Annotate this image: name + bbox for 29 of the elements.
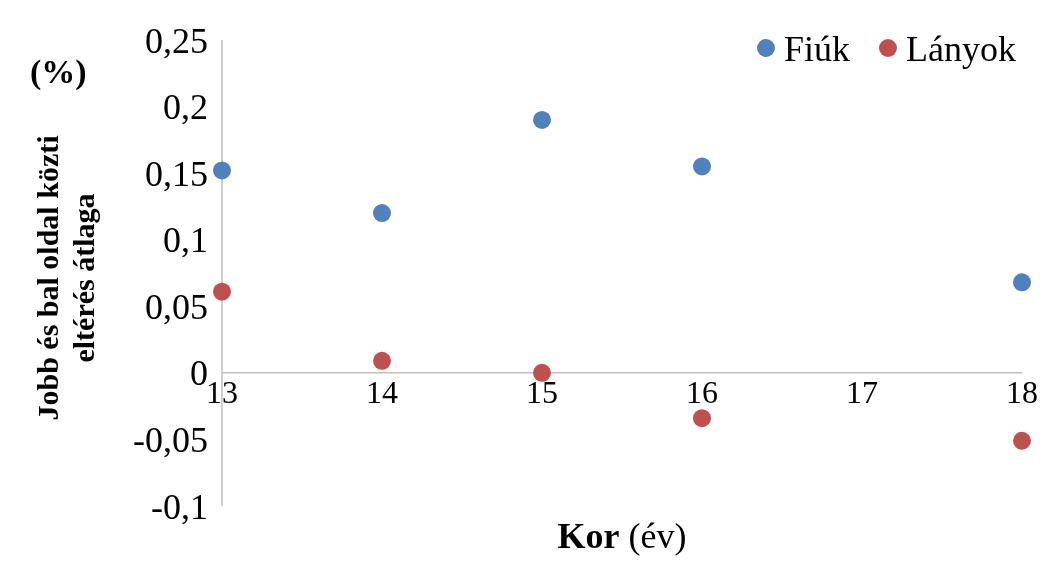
text: (%) [30, 53, 87, 91]
y-tick-label: 0,2 [163, 87, 208, 128]
legend-label: Fiúk [784, 28, 851, 69]
point [1013, 431, 1031, 450]
point [693, 409, 711, 428]
point [533, 363, 551, 382]
y-tick-label: 0,1 [163, 220, 208, 261]
y-tick-label: -0,1 [151, 486, 208, 527]
x-tick-label: 18 [1006, 373, 1038, 410]
point [373, 204, 391, 223]
x-tick-label: 15 [526, 373, 558, 410]
y-axis-title: Jobb és bal oldal közti eltérés átlaga [31, 135, 100, 421]
point [693, 157, 711, 176]
point [533, 110, 551, 129]
point [1013, 273, 1031, 292]
point [213, 282, 231, 301]
y-tick-label: 0,25 [145, 20, 208, 61]
y-tick-label: 0,05 [145, 286, 208, 327]
legend-label: Lányok [906, 28, 1016, 69]
point [213, 161, 231, 180]
x-tick-label: 13 [206, 373, 238, 410]
y-tick-label: 0 [190, 353, 208, 394]
y-tick-label: 0,15 [145, 153, 208, 194]
point [373, 351, 391, 370]
x-tick-label: 14 [366, 373, 398, 410]
x-axis-title: Kor (év) [557, 516, 687, 556]
x-tick-label: 16 [686, 373, 718, 410]
y-tick-label: -0,05 [133, 420, 208, 461]
x-tick-label: 17 [846, 373, 878, 410]
